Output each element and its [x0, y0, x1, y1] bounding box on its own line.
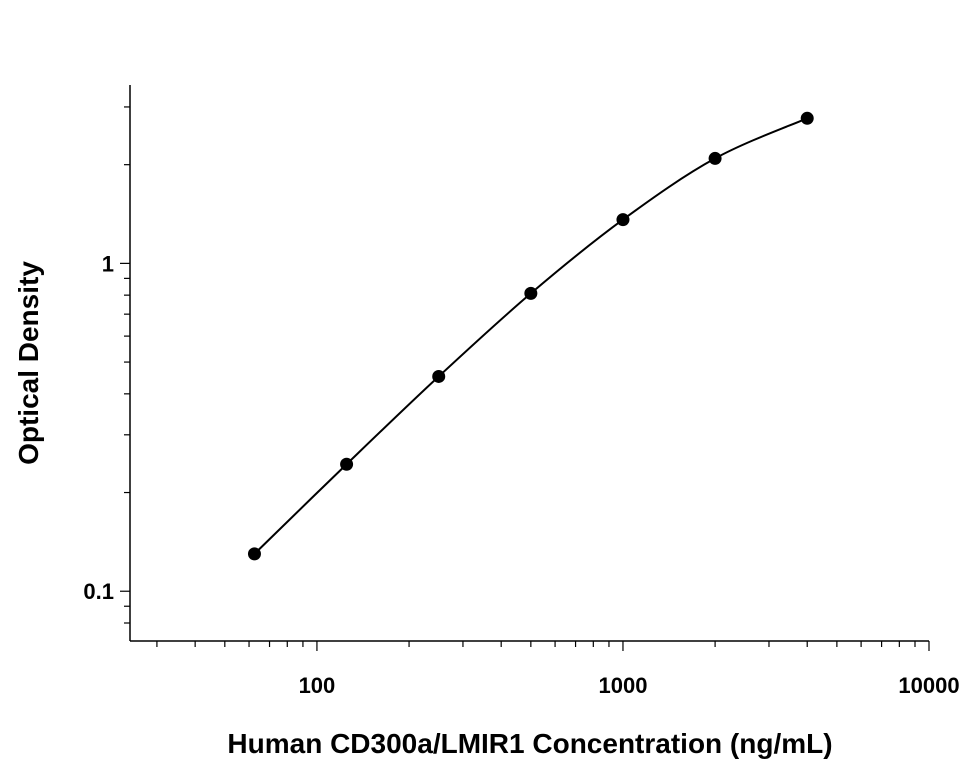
axes [129, 85, 929, 642]
x-tick-label: 10000 [898, 673, 959, 698]
x-axis-label: Human CD300a/LMIR1 Concentration (ng/mL) [227, 728, 832, 759]
y-axis-label: Optical Density [13, 261, 44, 465]
y-tick-label: 1 [102, 251, 114, 276]
data-point [616, 213, 630, 227]
x-tick-label: 1000 [598, 673, 647, 698]
data-point [524, 286, 538, 300]
x-tick-label: 100 [299, 673, 336, 698]
data-point [340, 457, 354, 471]
ticks: 100 1000 10000 0.1 1 [83, 106, 960, 698]
fit-curve [253, 117, 808, 555]
data-point [247, 547, 261, 561]
data-point [708, 151, 722, 165]
data-point [800, 111, 814, 125]
y-tick-label: 0.1 [83, 579, 114, 604]
data-points [247, 111, 814, 561]
data-point [432, 369, 446, 383]
